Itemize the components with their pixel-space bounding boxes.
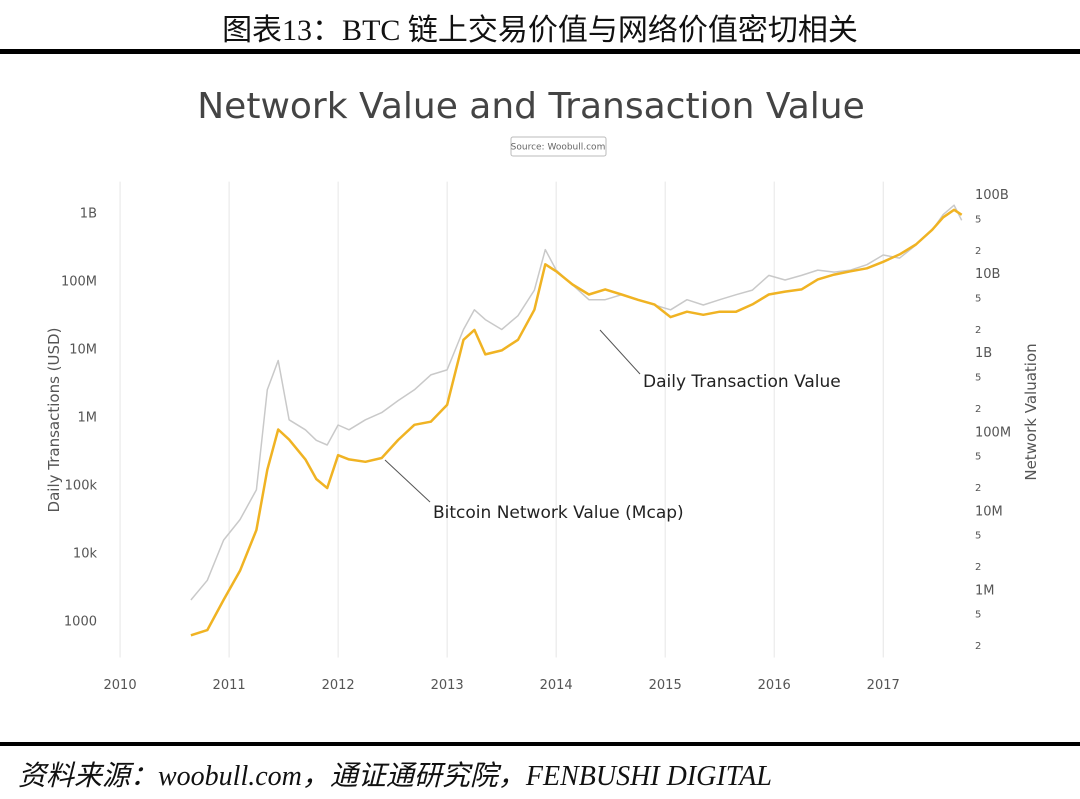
y-tick-label: 10k [73, 546, 98, 561]
y-tick-label: 1M [78, 410, 98, 425]
y-axis-label: Daily Transactions (USD) [45, 328, 63, 513]
y2-tick-label: 2 [975, 562, 981, 573]
series-line [190, 204, 963, 601]
leader-line [384, 459, 431, 503]
y2-tick-label: 10B [975, 267, 1000, 282]
y-tick-label: 10M [69, 343, 97, 358]
series-annotation: Daily Transaction Value [643, 372, 841, 392]
x-tick-label: 2017 [867, 678, 900, 693]
page-header: 图表13：BTC 链上交易价值与网络价值密切相关 [222, 14, 858, 47]
source-box [510, 136, 607, 157]
y2-tick-label: 100M [975, 425, 1011, 440]
y2-tick-label: 2 [975, 483, 981, 494]
y2-tick-label: 5 [975, 293, 981, 304]
chart-title: Network Value and Transaction Value [197, 86, 864, 127]
y2-tick-label: 5 [975, 531, 981, 542]
header-rule [0, 49, 1080, 54]
y2-tick-label: 5 [975, 452, 981, 463]
y2-tick-label: 1M [975, 583, 995, 598]
y-tick-label: 1000 [64, 614, 97, 629]
series-line [190, 208, 963, 637]
page-footer: 资料来源：woobull.com，通证通研究院，FENBUSHI DIGITAL [18, 761, 772, 792]
x-tick-label: 2015 [649, 678, 682, 693]
y2-tick-label: 2 [975, 246, 981, 257]
x-tick-label: 2012 [322, 678, 355, 693]
y2-tick-label: 10M [975, 504, 1003, 519]
leader-line [599, 329, 641, 375]
y2-tick-label: 5 [975, 610, 981, 621]
x-tick-label: 2014 [540, 678, 573, 693]
series-annotation: Bitcoin Network Value (Mcap) [433, 503, 684, 523]
y2-tick-label: 5 [975, 214, 981, 225]
x-tick-label: 2013 [431, 678, 464, 693]
y-tick-label: 1B [80, 207, 97, 222]
x-tick-label: 2011 [213, 678, 246, 693]
y-tick-label: 100M [61, 275, 97, 290]
x-tick-label: 2016 [758, 678, 791, 693]
y2-tick-label: 5 [975, 372, 981, 383]
y-tick-label: 100k [65, 478, 98, 493]
y2-tick-label: 2 [975, 641, 981, 652]
x-tick-label: 2010 [104, 678, 137, 693]
y2-tick-label: 2 [975, 404, 981, 415]
y2-tick-label: 2 [975, 325, 981, 336]
chart-subtitle: Source: Woobull.com [511, 143, 606, 153]
footer-rule [0, 742, 1080, 746]
y2-tick-label: 1B [975, 346, 992, 361]
y2-axis-label: Network Valuation [1022, 343, 1040, 480]
y2-tick-label: 100B [975, 188, 1009, 203]
plot-area: 2010 2011 2012 2013 2014 2015 2016 2017 1000 10k 1… [61, 181, 1011, 693]
